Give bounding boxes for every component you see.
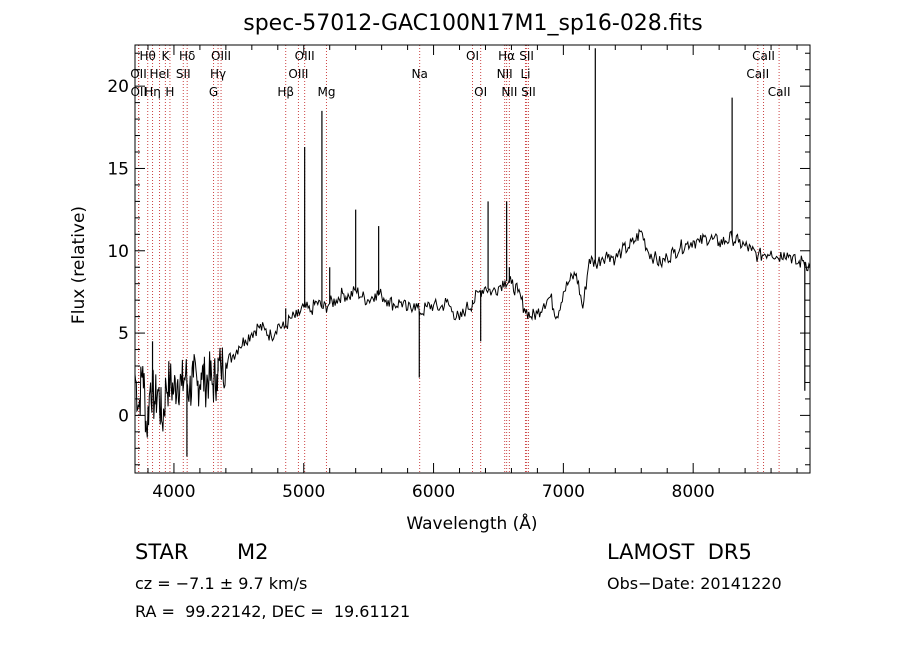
y-tick-label: 15: [107, 159, 129, 179]
plot-frame: [134, 44, 811, 474]
x-axis-ticks: 4000 5000 6000 7000 8000: [147, 45, 798, 502]
line-label: SII: [519, 49, 534, 63]
line-label: Li: [520, 67, 530, 81]
x-tick-label: 7000: [542, 482, 585, 502]
obs-date-text: Obs−Date: 20141220: [607, 574, 782, 593]
line-label: CaII: [768, 85, 791, 99]
line-label: OIII: [295, 49, 315, 63]
y-tick-label: 20: [107, 77, 129, 97]
line-label: OIII: [211, 49, 231, 63]
line-label: CaII: [752, 49, 775, 63]
line-label: Mg: [317, 85, 335, 99]
x-tick-label: 6000: [412, 482, 455, 502]
class-label: STAR: [135, 540, 189, 564]
survey-label: LAMOST DR5: [607, 540, 752, 564]
y-tick-label: 5: [118, 324, 129, 344]
line-label: SII: [521, 85, 536, 99]
line-label: Hα: [498, 49, 515, 63]
subclass-label: M2: [237, 540, 269, 564]
line-label: G: [209, 85, 218, 99]
line-label: Hβ: [277, 85, 294, 99]
line-markers: [138, 45, 780, 473]
line-label: OI: [474, 85, 487, 99]
x-tick-label: 4000: [152, 482, 195, 502]
line-label: OI: [466, 49, 479, 63]
coordinates-text: RA = 99.22142, DEC = 19.61121: [135, 602, 411, 621]
y-axis-ticks: 0 5 10 15 20: [107, 52, 810, 466]
y-axis-label: Flux (relative): [69, 206, 89, 324]
line-label: Hδ: [179, 49, 195, 63]
chart-title: spec-57012-GAC100N17M1_sp16-028.fits: [243, 11, 703, 36]
line-label: Hγ: [210, 67, 226, 81]
spectrum-line: [134, 228, 811, 438]
x-tick-label: 8000: [672, 482, 715, 502]
redshift-text: cz = −7.1 ± 9.7 km/s: [135, 574, 308, 593]
line-label: K: [161, 49, 170, 63]
line-label: OIII: [288, 67, 308, 81]
line-label: SII: [176, 67, 191, 81]
line-label: Hθ: [140, 49, 156, 63]
line-label: NII: [497, 67, 513, 81]
line-label: Na: [411, 67, 427, 81]
line-label: NII: [501, 85, 517, 99]
line-label: Hη: [144, 85, 161, 99]
y-tick-label: 0: [118, 406, 129, 426]
y-tick-label: 10: [107, 242, 129, 262]
x-axis-label: Wavelength (Å): [406, 512, 537, 534]
emission-peaks: [151, 48, 806, 457]
x-tick-label: 5000: [282, 482, 325, 502]
line-label: HeI: [150, 67, 170, 81]
line-label: OII: [130, 67, 147, 81]
line-label: CaII: [746, 67, 769, 81]
line-label: H: [165, 85, 174, 99]
